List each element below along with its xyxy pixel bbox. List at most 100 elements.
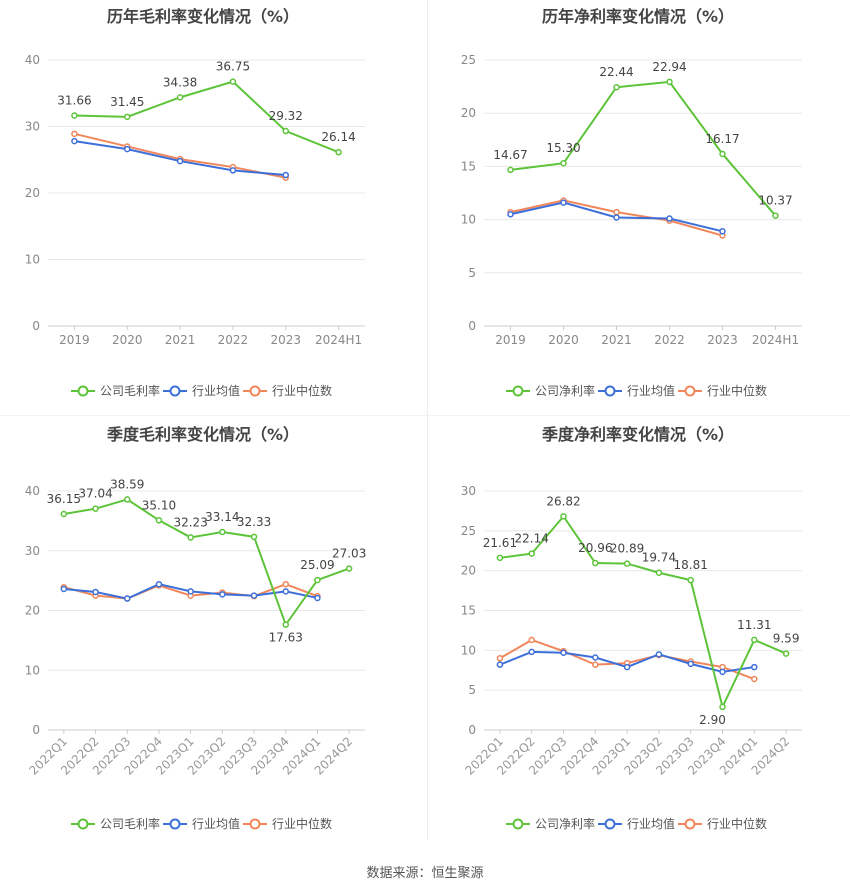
data-point-avg xyxy=(124,145,131,153)
chart-title: 季度毛利率变化情况（%） xyxy=(106,425,299,444)
data-point-median xyxy=(751,675,758,683)
x-tick-label: 2019 xyxy=(59,333,90,347)
data-source-note: 数据来源：恒生聚源 xyxy=(366,866,484,881)
data-label: 36.75 xyxy=(216,60,250,74)
data-point-avg xyxy=(751,663,758,671)
data-point-company xyxy=(250,533,258,541)
legend-label: 行业均值 xyxy=(627,383,675,398)
y-tick-label: 5 xyxy=(468,266,476,280)
legend-marker-median xyxy=(249,818,261,830)
data-point-company xyxy=(282,127,289,135)
data-point-avg xyxy=(229,167,237,174)
x-tick-label: 2022 xyxy=(654,333,685,347)
series-line-company xyxy=(74,80,339,154)
y-tick-label: 20 xyxy=(461,564,476,578)
series-line-median xyxy=(499,638,755,680)
data-label: 16.17 xyxy=(705,132,739,146)
data-label: 32.33 xyxy=(237,515,271,529)
data-point-avg xyxy=(187,588,194,595)
data-point-company xyxy=(282,621,289,628)
x-tick-label: 2021 xyxy=(165,333,196,347)
data-point-company xyxy=(124,496,131,503)
legend-label: 行业中位数 xyxy=(272,816,332,831)
y-tick-label: 0 xyxy=(468,723,476,737)
legend-marker-avg xyxy=(604,818,616,830)
data-point-avg xyxy=(176,157,184,165)
data-label: 25.09 xyxy=(300,558,334,572)
data-label: 38.59 xyxy=(110,477,144,491)
data-point-company xyxy=(592,559,599,567)
y-tick-label: 0 xyxy=(468,319,476,333)
y-tick-label: 30 xyxy=(25,544,40,558)
legend-marker-avg xyxy=(604,385,616,397)
data-point-company xyxy=(560,159,567,167)
series-line-median xyxy=(74,132,286,179)
legend-label: 行业均值 xyxy=(192,816,240,831)
data-point-avg xyxy=(92,588,99,596)
legend-marker-avg xyxy=(169,818,181,830)
data-label: 17.63 xyxy=(269,631,303,645)
data-label: 22.44 xyxy=(599,65,633,79)
data-point-avg xyxy=(124,595,131,602)
data-point-avg xyxy=(155,580,163,588)
legend-marker-company xyxy=(77,818,89,830)
data-point-company xyxy=(314,576,321,584)
data-point-avg xyxy=(687,660,694,668)
data-point-company xyxy=(219,528,226,536)
legend-label: 行业均值 xyxy=(627,816,675,831)
legend-marker-company xyxy=(512,818,524,830)
data-label: 22.14 xyxy=(515,532,549,546)
data-label: 35.10 xyxy=(142,498,176,512)
data-point-company xyxy=(623,560,631,567)
panel-divider-vertical xyxy=(427,0,428,840)
legend-label: 公司净利率 xyxy=(535,816,595,831)
chart-3: 季度毛利率变化情况（%）0102030402022Q12022Q22022Q32… xyxy=(25,425,367,831)
data-point-median xyxy=(592,661,599,668)
panel-divider-horizontal xyxy=(0,415,850,416)
data-point-company xyxy=(772,212,779,219)
data-label: 32.23 xyxy=(173,515,207,529)
data-label: 14.67 xyxy=(493,148,527,162)
data-point-company xyxy=(655,569,663,576)
y-tick-label: 30 xyxy=(461,484,476,498)
data-point-company xyxy=(71,112,78,119)
data-point-median xyxy=(282,580,289,588)
data-label: 27.03 xyxy=(332,546,366,560)
data-label: 20.89 xyxy=(610,542,644,556)
legend-label: 公司净利率 xyxy=(535,383,595,398)
chart-2: 历年净利率变化情况（%） 0 5 10 15 20 25 2019 2020 2021 2022 20… xyxy=(461,7,802,398)
data-label: 26.82 xyxy=(546,494,580,508)
legend-marker-company xyxy=(512,385,524,397)
data-label: 21.61 xyxy=(483,536,517,550)
charts-area: 历年毛利率变化情况（%） 0 10 20 30 40 2019 2020 2021 2022 202… xyxy=(0,0,850,840)
data-point-company xyxy=(507,166,514,174)
data-label: 29.32 xyxy=(269,109,303,123)
data-point-company xyxy=(176,94,184,101)
data-point-company xyxy=(560,513,567,520)
data-point-company xyxy=(719,703,726,711)
data-point-company xyxy=(187,534,194,541)
data-point-avg xyxy=(250,592,258,599)
data-point-company xyxy=(719,150,726,158)
y-tick-label: 10 xyxy=(461,213,476,227)
legend-marker-median xyxy=(249,385,261,397)
data-point-avg xyxy=(71,137,78,145)
data-point-company xyxy=(92,505,99,512)
y-tick-label: 20 xyxy=(461,106,476,120)
y-tick-label: 0 xyxy=(32,319,40,333)
legend-marker-company xyxy=(77,385,89,397)
chart-title: 历年毛利率变化情况（%） xyxy=(107,7,299,26)
data-point-avg xyxy=(528,648,535,656)
data-point-avg xyxy=(719,668,726,676)
data-point-avg xyxy=(282,171,289,179)
data-label: 20.96 xyxy=(578,541,612,555)
data-point-avg xyxy=(496,661,504,668)
series-line-company xyxy=(510,80,777,217)
data-point-avg xyxy=(314,594,321,602)
data-point-avg xyxy=(560,199,567,206)
data-point-avg xyxy=(592,654,599,661)
series-line-company xyxy=(499,514,787,710)
legend-label: 行业中位数 xyxy=(707,816,767,831)
data-point-avg xyxy=(507,211,514,218)
data-point-avg xyxy=(666,215,673,222)
